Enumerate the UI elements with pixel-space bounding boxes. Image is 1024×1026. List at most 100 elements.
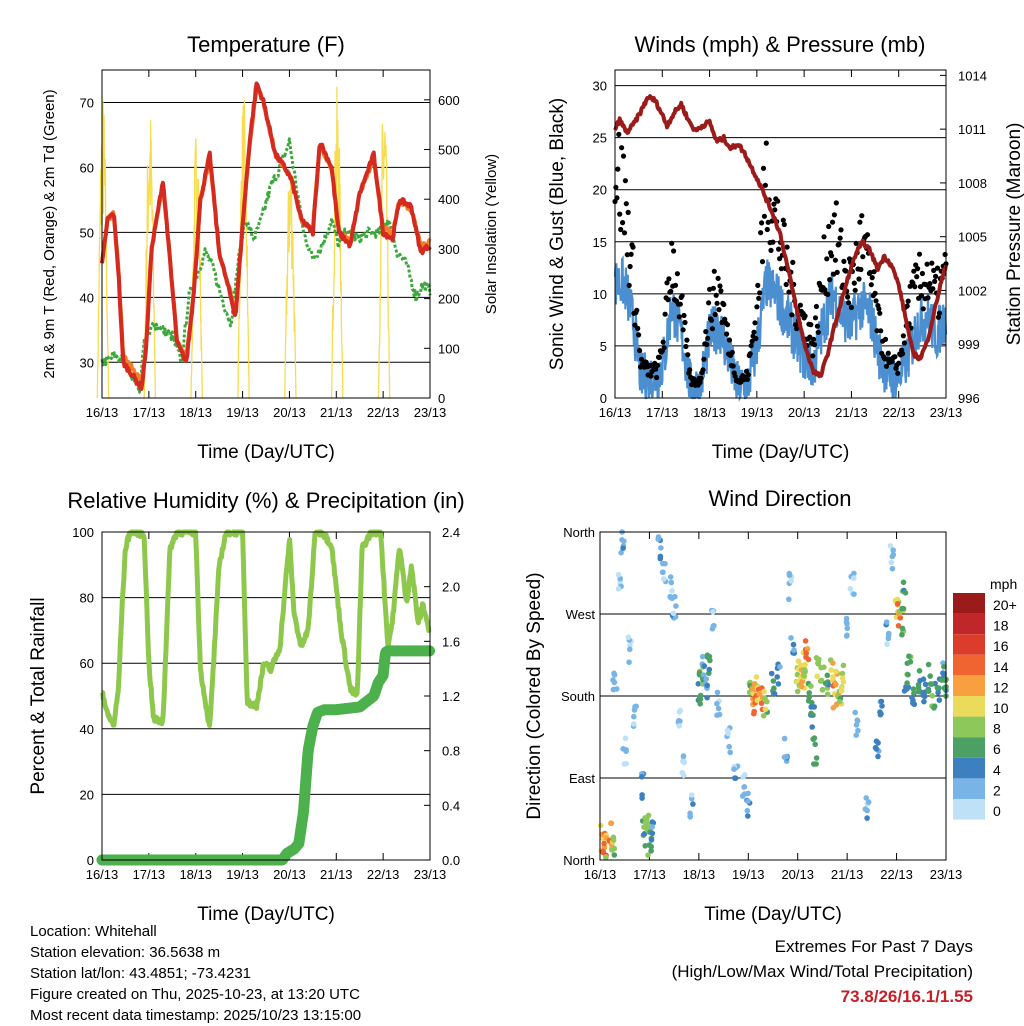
direction-point <box>774 674 780 680</box>
gust-point <box>618 226 624 233</box>
direction-point <box>794 688 801 695</box>
gust-point <box>756 295 762 301</box>
direction-point <box>875 753 881 760</box>
gust-point <box>758 230 764 236</box>
gust-point <box>915 266 921 272</box>
direction-point <box>658 545 664 551</box>
y-tick-label: 20 <box>80 787 94 802</box>
x-tick-label: 20/13 <box>781 867 814 882</box>
gust-point <box>701 356 707 362</box>
legend-swatch <box>953 737 985 758</box>
direction-point <box>909 694 915 701</box>
direction-point <box>839 675 846 681</box>
direction-point <box>610 834 617 841</box>
x-axis-label: Time (Day/UTC) <box>704 904 842 925</box>
extremes-panel: Extremes For Past 7 Days (High/Low/Max W… <box>672 934 973 1009</box>
gust-point <box>933 273 939 279</box>
y2-tick-label: 200 <box>438 292 460 307</box>
direction-point <box>813 761 819 767</box>
direction-point <box>710 623 717 629</box>
gust-point <box>660 339 666 345</box>
gust-point <box>655 362 661 368</box>
gust-point <box>759 259 766 265</box>
gust-point <box>877 310 883 316</box>
direction-point <box>890 551 897 558</box>
x-tick-label: 18/13 <box>179 405 212 420</box>
gust-point <box>874 328 880 334</box>
direction-point <box>931 705 937 711</box>
gust-point <box>786 289 792 295</box>
direction-point <box>695 681 702 687</box>
gust-point <box>760 165 767 171</box>
direction-point <box>655 534 662 540</box>
legend-swatch <box>953 799 985 820</box>
direction-point <box>639 792 645 798</box>
direction-point <box>843 633 850 639</box>
gust-point <box>714 300 720 306</box>
gust-point <box>624 252 630 258</box>
direction-point <box>697 701 703 707</box>
gust-point <box>836 241 842 247</box>
gust-point <box>708 317 715 323</box>
direction-point <box>700 672 707 678</box>
y-tick-label: 10 <box>593 287 607 302</box>
gust-point <box>807 334 813 340</box>
direction-point <box>942 677 949 684</box>
direction-point <box>883 619 890 625</box>
direction-point <box>808 710 814 717</box>
direction-point <box>714 689 721 696</box>
direction-point <box>786 596 792 603</box>
direction-point <box>817 678 824 684</box>
direction-point <box>836 698 843 705</box>
gust-point <box>868 282 874 288</box>
gust-point <box>901 340 908 346</box>
direction-point <box>781 735 788 742</box>
gust-point <box>919 270 926 277</box>
y2-tick-label: 1.2 <box>442 689 460 704</box>
direction-point <box>726 743 732 750</box>
y2-tick-label: 1008 <box>958 176 987 191</box>
direction-point <box>751 708 757 715</box>
series-solar-insolation <box>143 120 157 399</box>
direction-point <box>731 766 737 772</box>
gust-point <box>697 379 703 386</box>
direction-point <box>739 793 746 799</box>
gust-point <box>718 288 724 294</box>
legend-label: 14 <box>993 659 1009 675</box>
direction-point <box>851 591 857 597</box>
direction-point <box>798 683 805 690</box>
gust-point <box>789 312 795 318</box>
gust-point <box>749 338 755 344</box>
gust-point <box>841 258 847 264</box>
direction-point <box>615 571 622 578</box>
direction-point <box>808 683 814 689</box>
x-tick-label: 17/13 <box>133 867 166 882</box>
y2-tick-label: 500 <box>438 143 460 158</box>
x-tick-label: 19/13 <box>741 405 774 420</box>
gust-point <box>677 301 683 307</box>
extremes-title: Extremes For Past 7 Days <box>774 937 973 956</box>
direction-point <box>621 538 627 544</box>
gust-point <box>704 341 710 348</box>
direction-point <box>921 698 927 705</box>
direction-point <box>838 685 845 691</box>
direction-point <box>701 663 708 669</box>
gust-point <box>703 329 709 335</box>
gust-point <box>617 211 623 217</box>
direction-point <box>598 822 604 829</box>
direction-point <box>670 610 677 617</box>
direction-point <box>680 753 687 759</box>
direction-point <box>810 736 816 742</box>
direction-point <box>742 772 748 778</box>
direction-point <box>833 668 839 675</box>
direction-point <box>760 713 767 719</box>
gust-point <box>654 374 660 381</box>
y2-tick-label: 300 <box>438 242 460 257</box>
gust-point <box>683 343 689 350</box>
legend-label: 16 <box>993 638 1009 654</box>
gust-point <box>784 244 790 250</box>
gust-point <box>635 325 641 331</box>
direction-point <box>715 705 722 712</box>
gust-point <box>700 367 706 373</box>
gust-point <box>811 336 817 342</box>
